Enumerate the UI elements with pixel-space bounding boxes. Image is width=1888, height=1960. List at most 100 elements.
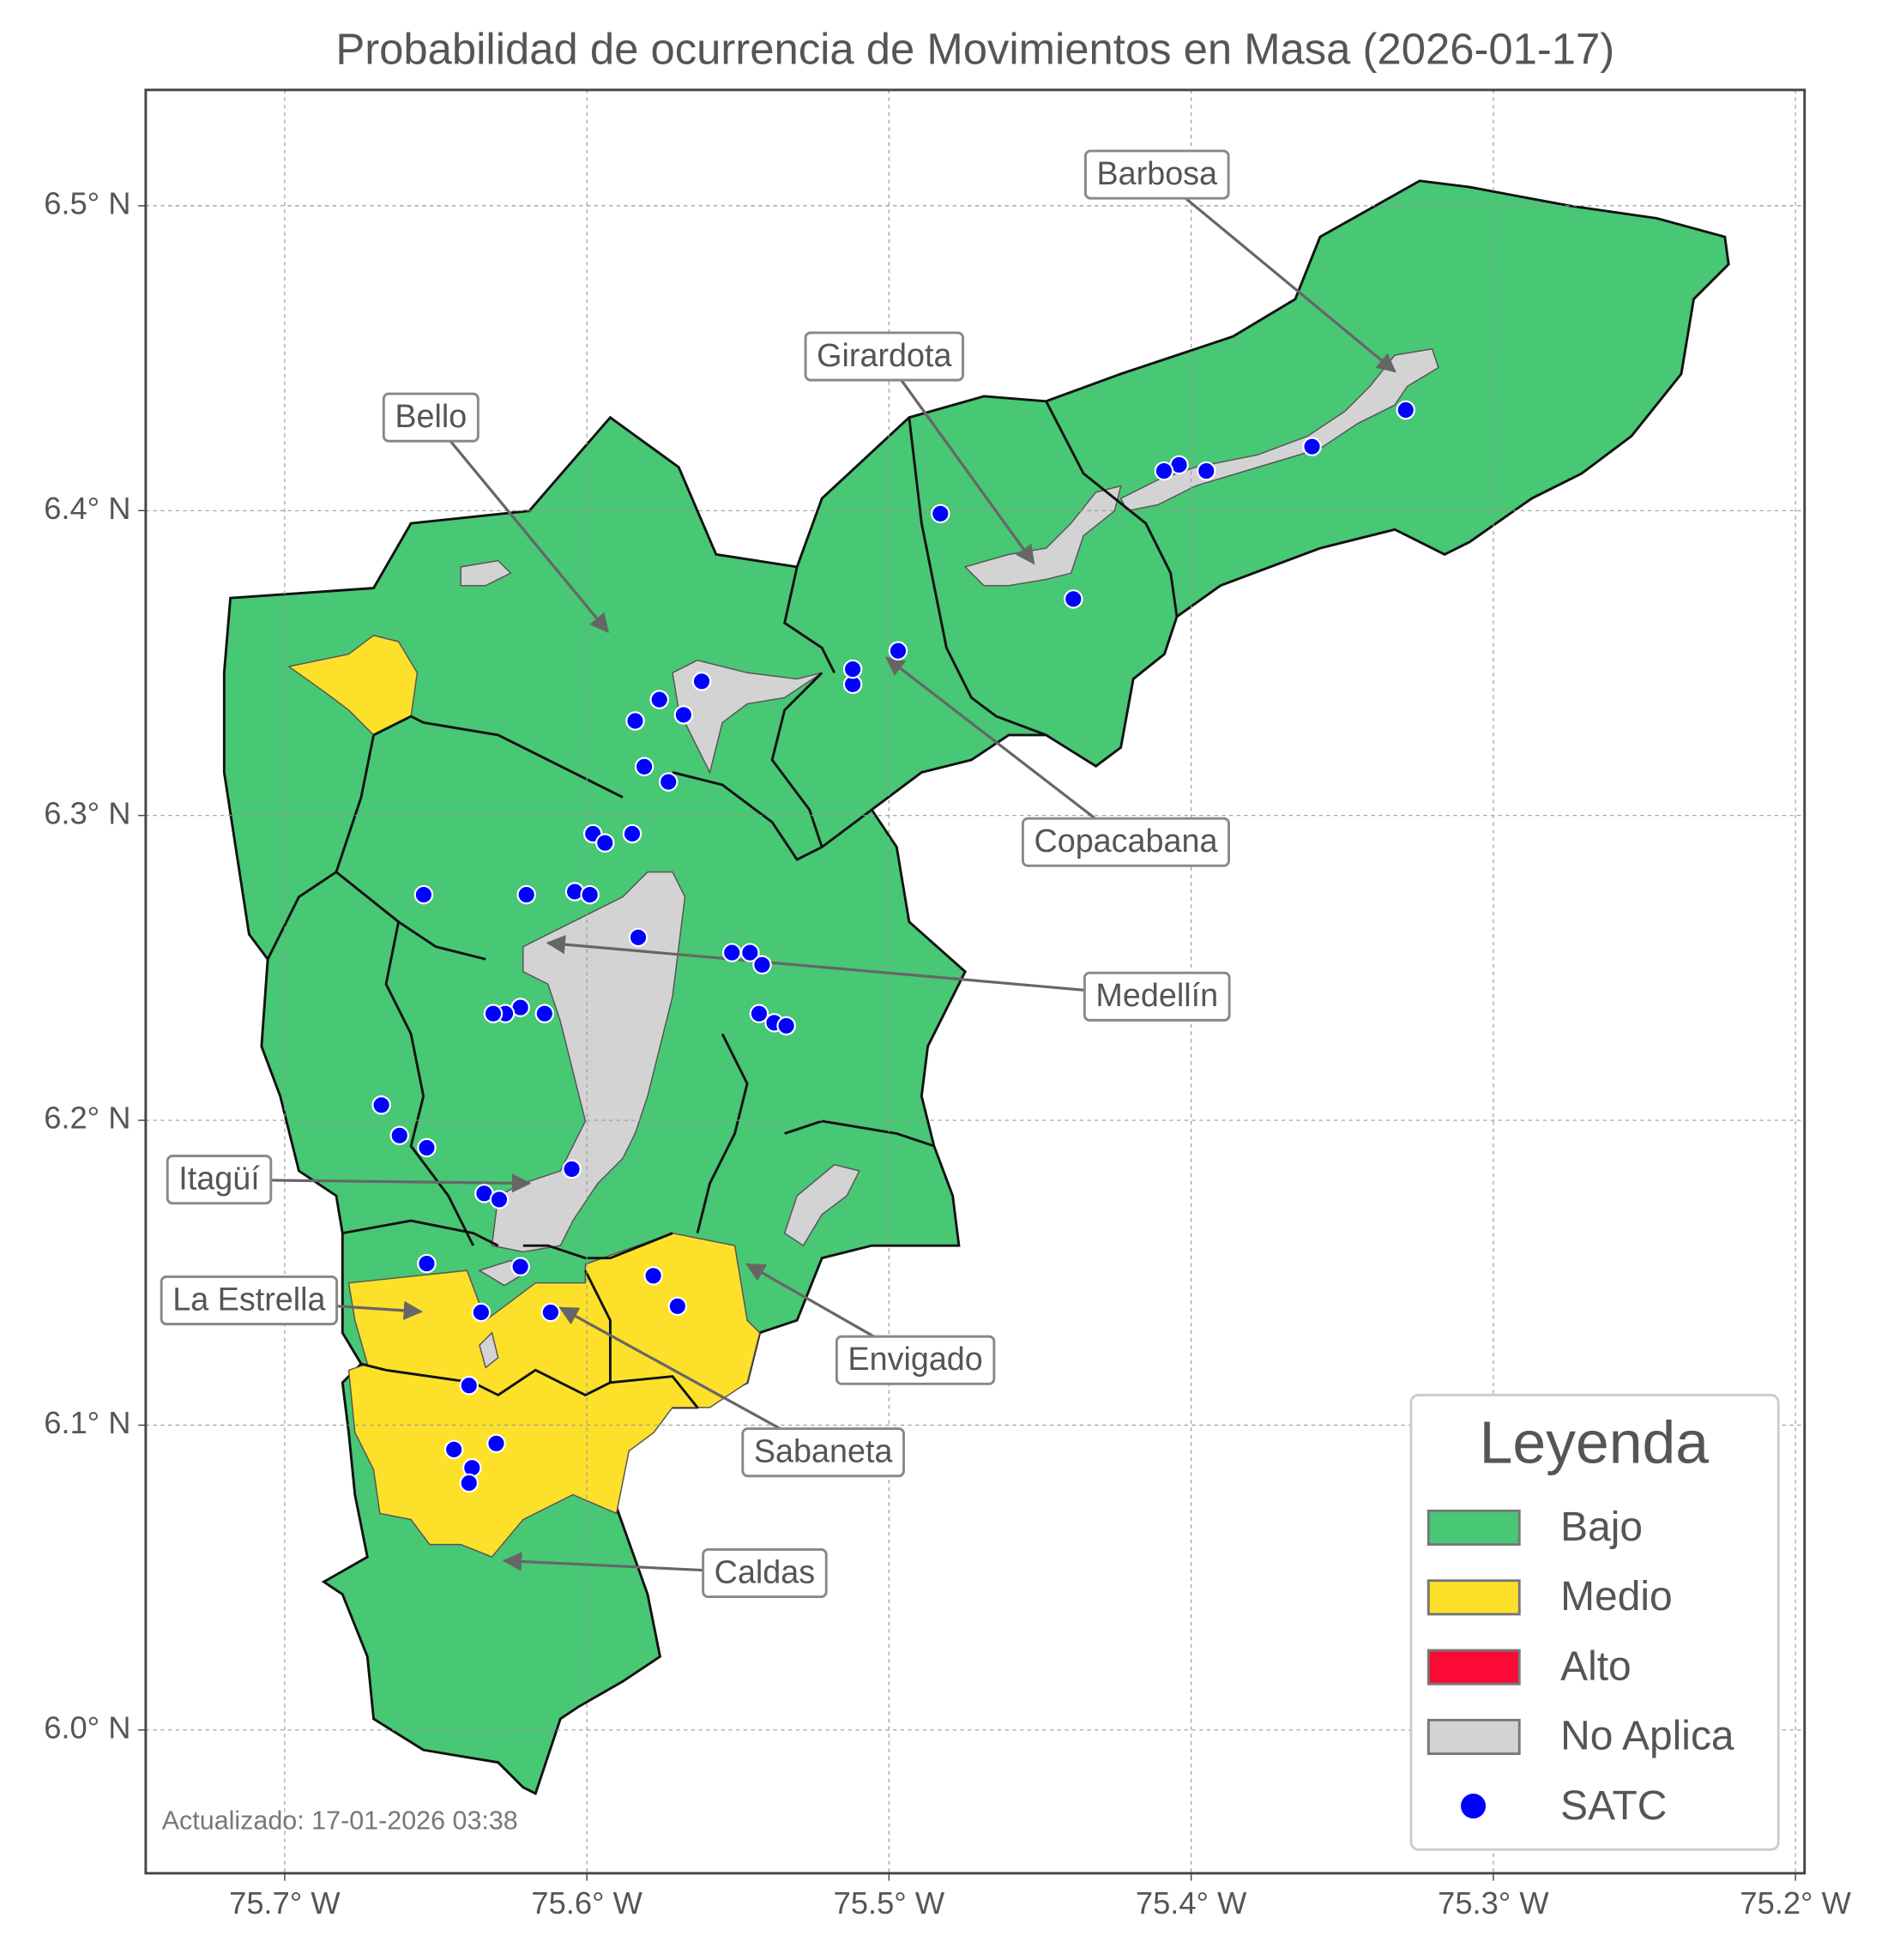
border [696, 1033, 749, 1233]
legend-title: Leyenda [1480, 1409, 1710, 1476]
annotation-box [804, 331, 964, 382]
y-tick-label: 6.5° N [44, 185, 130, 220]
satc-station [1302, 437, 1322, 456]
annotation-label: Barbosa [1096, 155, 1217, 191]
annotation-box [160, 1275, 339, 1326]
border [335, 871, 486, 961]
footnote: Actualizado: 17-01-2026 03:38 [162, 1806, 518, 1835]
satc-station [1154, 461, 1174, 481]
y-tick-label: 6.2° N [44, 1101, 130, 1136]
annotation-label: Caldas [715, 1553, 815, 1589]
satc-station [649, 690, 669, 709]
x-tick-label: 75.4° W [1136, 1885, 1247, 1921]
region [672, 660, 823, 775]
region [479, 1331, 499, 1369]
annotation-label: Itagüí [178, 1161, 260, 1197]
satc-station [634, 757, 654, 777]
satc-station [389, 1125, 410, 1146]
border [341, 1219, 499, 1247]
border [783, 566, 836, 673]
legend-label: No Aplica [1560, 1714, 1734, 1759]
legend-marker [1461, 1793, 1487, 1818]
border [770, 672, 823, 848]
region [491, 871, 686, 1253]
legend-label: SATC [1560, 1783, 1667, 1829]
border [610, 1375, 699, 1408]
satc-station [776, 1016, 796, 1036]
satc-station [516, 884, 536, 905]
annotation-label: La Estrella [172, 1281, 325, 1317]
annotation-label: Sabaneta [754, 1433, 893, 1469]
satc-station [749, 1004, 769, 1023]
satc-station [1396, 400, 1416, 420]
x-tick-label: 75.3° W [1438, 1885, 1549, 1921]
legend: Leyenda Bajo Medio Alto No Aplica SATC [1409, 1393, 1780, 1851]
satc-station [459, 1473, 480, 1493]
satc-station [659, 772, 679, 792]
satc-station [413, 884, 434, 905]
y-tick-label: 6.3° N [44, 795, 130, 830]
annotation-box [1021, 817, 1230, 867]
satc-station [417, 1137, 437, 1158]
annotation-box [382, 392, 480, 443]
satc-station [643, 1266, 663, 1286]
legend-swatch [1427, 1579, 1521, 1616]
satc-station [443, 1439, 464, 1460]
y-tick-label: 6.1° N [44, 1405, 130, 1440]
satc-station [486, 1433, 506, 1454]
satc-station [540, 1302, 561, 1323]
stations [371, 400, 1416, 1493]
annotation-box [835, 1335, 996, 1385]
y-tick-label: 6.4° N [44, 491, 130, 526]
region [783, 1163, 860, 1247]
annotation-box [1083, 971, 1231, 1022]
annotation-arrow [546, 934, 1157, 998]
satc-station [667, 1296, 688, 1317]
satc-station [459, 1375, 480, 1396]
municipal-borders [266, 401, 1179, 1408]
axes-frame [144, 88, 1807, 1875]
annotation-arrow [884, 656, 1127, 844]
border [384, 921, 475, 1246]
satc-station [371, 1095, 391, 1115]
border [784, 1119, 935, 1148]
legend-swatch [1427, 1718, 1521, 1755]
x-tick-label: 75.2° W [1740, 1885, 1851, 1921]
satc-station [471, 1302, 492, 1323]
satc-station [489, 1190, 510, 1209]
border [360, 1269, 612, 1397]
satc-station [595, 833, 615, 853]
legend-swatch [1427, 1509, 1521, 1547]
border [522, 1232, 673, 1260]
region [460, 559, 512, 587]
x-tick-label: 75.5° W [834, 1885, 945, 1921]
satc-station [931, 504, 950, 524]
satc-station [673, 705, 694, 725]
satc-station [842, 659, 863, 679]
border [908, 417, 1047, 737]
ticks: 75.7° W 75.6° W 75.5° W 75.4° W 75.3° W 75.2°… [44, 185, 1851, 1921]
satc-station [752, 955, 772, 975]
y-tick-label: 6.0° N [44, 1710, 130, 1745]
annotation-arrow [430, 416, 609, 634]
satc-station [534, 1004, 555, 1023]
annotation-label: Envigado [847, 1341, 982, 1377]
map-title: Probabilidad de ocurrencia de Movimiento… [335, 25, 1614, 74]
annotation-arrow [1155, 173, 1396, 373]
satc-station [691, 672, 712, 691]
x-tick-label: 75.7° W [229, 1885, 341, 1921]
annotations: Barbosa Girardota Bello Copacabana Medellín I… [160, 149, 1396, 1599]
annotation-label: Medellín [1095, 977, 1218, 1013]
legend-label: Alto [1560, 1643, 1632, 1689]
annotation-label: Girardota [817, 337, 951, 373]
satc-station [740, 943, 760, 962]
satc-station [417, 1253, 437, 1274]
satc-station [580, 884, 600, 905]
satc-station [622, 823, 642, 844]
legend-swatch [1427, 1649, 1521, 1686]
annotation-box [166, 1155, 273, 1205]
satc-station [1197, 461, 1216, 481]
annotation-arrow [883, 355, 1035, 565]
legend-label: Medio [1560, 1574, 1672, 1619]
annotation-box [1083, 149, 1230, 200]
